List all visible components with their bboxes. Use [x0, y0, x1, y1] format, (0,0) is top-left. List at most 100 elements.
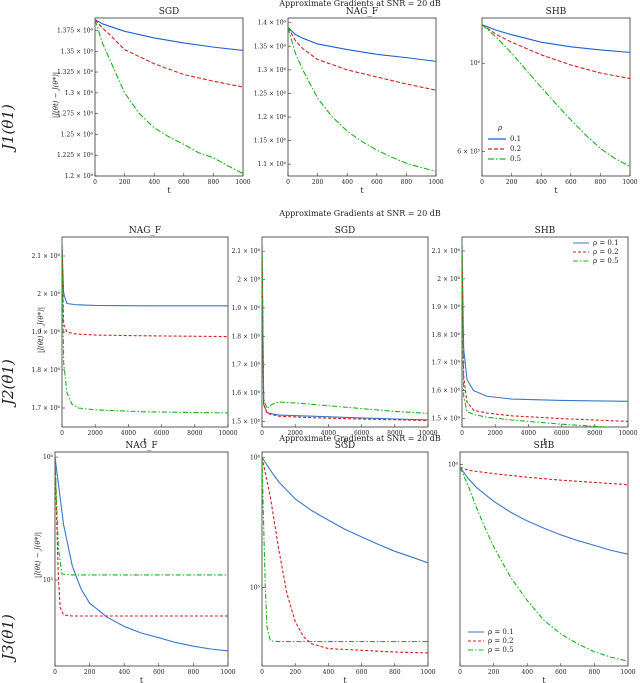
x-tick-label: 1000 — [235, 179, 250, 186]
chart-suptitle: Approximate Gradients at SNR = 20 dB — [278, 0, 441, 8]
panel-frame — [61, 236, 229, 428]
y-tick-label: 1.8 × 10⁶ — [32, 367, 61, 374]
y-tick-label: 1.9 × 10⁶ — [432, 304, 461, 311]
y-tick-label: 1.2 × 10⁶ — [258, 114, 287, 121]
series-line-2 — [460, 466, 628, 486]
series-line-1 — [55, 457, 228, 652]
x-tick-label: 600 — [153, 669, 165, 676]
x-axis-label: t — [343, 676, 347, 683]
x-tick-label: 400 — [323, 669, 335, 676]
y-tick-label: 1.35 × 10⁶ — [254, 43, 287, 50]
x-tick-label: 400 — [341, 179, 353, 186]
x-tick-label: 0 — [460, 430, 464, 437]
y-tick-label: 2 × 10⁶ — [237, 277, 260, 284]
panel-frame — [287, 17, 437, 177]
x-axis-label: t — [542, 676, 546, 683]
x-tick-label: 8000 — [187, 430, 202, 437]
x-tick-label: 400 — [118, 669, 130, 676]
series-line-1 — [95, 19, 243, 51]
series-line-3 — [62, 244, 228, 414]
y-tick-label: 1.8 × 10⁶ — [432, 332, 461, 339]
x-tick-label: 6000 — [154, 430, 169, 437]
x-tick-label: 0 — [260, 669, 264, 676]
y-tick-label: 1.6 × 10⁶ — [432, 388, 461, 395]
x-tick-label: 1000 — [428, 179, 443, 186]
x-tick-label: 8000 — [387, 430, 402, 437]
x-tick-label: 800 — [188, 669, 200, 676]
x-axis-label: t — [543, 437, 547, 446]
x-axis-label: t — [143, 437, 147, 446]
series-line-2 — [262, 245, 428, 422]
x-tick-label: 800 — [589, 669, 601, 676]
panel-title: SHB — [534, 441, 555, 451]
x-axis-label: t — [360, 186, 364, 195]
x-tick-label: 0 — [53, 669, 57, 676]
y-tick-label: 1.25 × 10⁶ — [61, 131, 94, 138]
y-tick-label: 1.275 × 10⁶ — [57, 111, 94, 118]
y-tick-label: 1.8 × 10⁶ — [232, 333, 261, 340]
y-tick-label: 2.1 × 10⁶ — [232, 248, 261, 255]
x-tick-label: 600 — [565, 179, 577, 186]
x-tick-label: 1000 — [420, 669, 435, 676]
y-tick-label: 1.5 × 10⁶ — [232, 418, 261, 425]
y-tick-label: 1.7 × 10⁶ — [32, 405, 61, 412]
x-tick-label: 800 — [208, 179, 220, 186]
y-tick-label: 1.325 × 10⁶ — [57, 69, 94, 76]
x-tick-label: 1000 — [622, 179, 637, 186]
series-line-3 — [288, 27, 436, 172]
panel-frame — [261, 236, 429, 428]
y-tick-label: 1.25 × 10⁶ — [254, 90, 287, 97]
series-line-1 — [288, 27, 436, 62]
y-tick-label: 10⁶ — [43, 454, 54, 461]
series-line-2 — [262, 457, 428, 654]
legend-label: 0.5 — [510, 155, 521, 163]
x-tick-label: 8000 — [587, 430, 602, 437]
x-tick-label: 4000 — [121, 430, 136, 437]
y-tick-label: 2.1 × 10⁶ — [32, 253, 61, 260]
x-tick-label: 1000 — [620, 669, 635, 676]
x-tick-label: 0 — [93, 179, 97, 186]
chart-row-3: Approximate Gradients at SNR = 20 dB J3(θ… — [0, 434, 636, 683]
y-tick-label: 1.35 × 10⁶ — [61, 48, 94, 55]
x-tick-label: 600 — [356, 669, 368, 676]
y-axis-label: |J(θt) − J(θ*)| — [34, 532, 42, 578]
chart-suptitle: Approximate Gradients at SNR = 20 dB — [278, 209, 441, 218]
x-tick-label: 6000 — [554, 430, 569, 437]
panel-nagf: NAG_F 0 200 400 600 800 1000 1.1 × 10⁶ 1.15 × 10… — [254, 7, 444, 195]
y-tick-label: 1.9 × 10⁶ — [32, 329, 61, 336]
chart-suptitle: Approximate Gradients at SNR = 20 dB — [278, 434, 441, 443]
x-tick-label: 200 — [289, 669, 301, 676]
panel-frame — [481, 17, 631, 177]
panel-nagf: NAG_F 0 2000 4000 6000 8000 10000 1.7 × 10⁶ 1.8 … — [32, 226, 238, 446]
row-label: J3(θ1) — [0, 614, 17, 663]
y-axis-label: |J(θt) − J(θ*)| — [37, 307, 45, 353]
legend-label: ρ = 0.1 — [593, 239, 619, 247]
y-tick-label: 1.2 × 10⁶ — [65, 173, 94, 180]
y-tick-label: 1.6 × 10⁶ — [232, 390, 261, 397]
legend-label: 0.2 — [510, 145, 521, 153]
y-tick-label: 1.7 × 10⁶ — [232, 362, 261, 369]
x-tick-label: 800 — [389, 669, 401, 676]
panel-frame — [461, 236, 629, 428]
x-tick-label: 0 — [286, 179, 290, 186]
series-line-2 — [482, 24, 630, 80]
series-line-3 — [55, 457, 228, 576]
x-axis-label: t — [140, 676, 144, 683]
y-tick-label: 2 × 10⁶ — [37, 291, 60, 298]
series-line-3 — [462, 245, 615, 427]
series-line-1 — [460, 467, 628, 555]
series-line-3 — [460, 467, 628, 662]
x-tick-label: 400 — [148, 179, 160, 186]
x-tick-label: 400 — [521, 669, 533, 676]
series-line-3 — [262, 457, 428, 643]
series-line-2 — [95, 19, 243, 88]
y-tick-label: 1.9 × 10⁶ — [232, 305, 261, 312]
legend-label: ρ = 0.2 — [593, 248, 619, 256]
y-tick-label: 1.5 × 10⁶ — [432, 416, 461, 423]
x-tick-label: 600 — [178, 179, 190, 186]
y-tick-label: 2 × 10⁶ — [437, 276, 460, 283]
panel-sgd: SGD 0 200 400 600 800 1000 10⁵ 10⁶ t — [250, 441, 436, 683]
legend-label: ρ = 0.2 — [488, 637, 514, 645]
x-tick-label: 0 — [60, 430, 64, 437]
